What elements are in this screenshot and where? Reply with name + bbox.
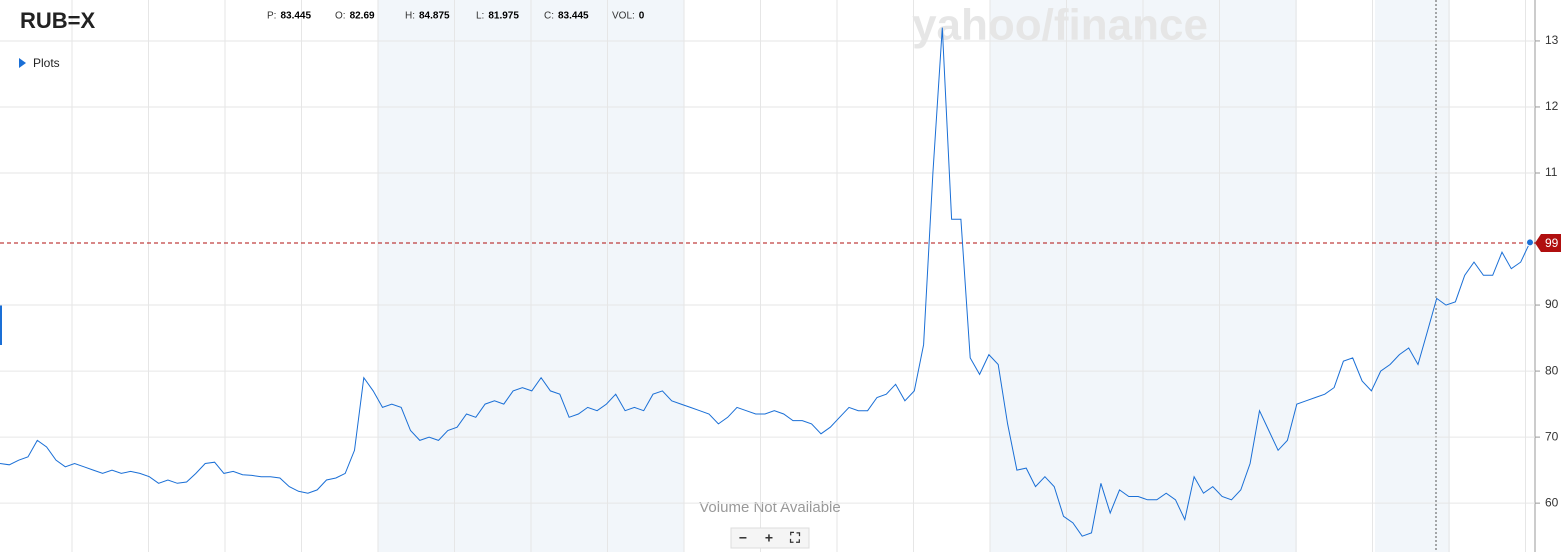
stat-value: 84.875 (419, 11, 450, 22)
plots-button[interactable]: Plots (19, 56, 60, 70)
zoom-controls: − + ⛶ (730, 527, 810, 549)
stat-label: H: (405, 11, 415, 22)
zoom-button[interactable]: + (765, 530, 773, 546)
symbol: RUB=X (20, 8, 96, 33)
stat-label: P: (267, 11, 276, 22)
vertical-grid (71, 0, 1526, 552)
y-tick-label: 12 (1545, 99, 1559, 113)
stat-value: 81.975 (488, 11, 519, 22)
stat-label: O: (335, 11, 346, 22)
stats: P: 83.445 O: 82.69 H: 84.875 L: 81.975 C: 83.445 V… (267, 11, 645, 22)
y-tick-label: 80 (1545, 363, 1559, 377)
stat-value: 83.445 (280, 11, 311, 22)
stat-label: L: (476, 11, 484, 22)
zoom-button[interactable]: − (739, 530, 747, 546)
stat-label: VOL: (612, 11, 635, 22)
expand-icon (19, 58, 26, 68)
volume-note: Volume Not Available (699, 499, 840, 516)
y-tick-label: 60 (1545, 495, 1559, 509)
last-point (1526, 238, 1534, 247)
stat-value: 83.445 (558, 11, 589, 22)
y-tick-label: 13 (1545, 33, 1559, 47)
period-band (1375, 0, 1450, 552)
watermark: yahoo/finance (912, 1, 1208, 50)
zoom-bar (730, 527, 810, 549)
zoom-button[interactable]: ⛶ (789, 530, 800, 546)
price-tag (1535, 233, 1561, 252)
y-tick-label: 70 (1545, 429, 1559, 443)
y-tick-label: 90 (1545, 297, 1559, 311)
stat-label: C: (544, 11, 554, 22)
price-tag-label: 99 (1545, 236, 1559, 250)
stat-value: 82.69 (350, 11, 375, 22)
price-line (0, 27, 1531, 537)
stat-value: 0 (639, 11, 645, 22)
scroll-marker (0, 305, 2, 345)
y-tick-label: 11 (1545, 165, 1558, 179)
plots-label[interactable]: Plots (33, 56, 60, 70)
